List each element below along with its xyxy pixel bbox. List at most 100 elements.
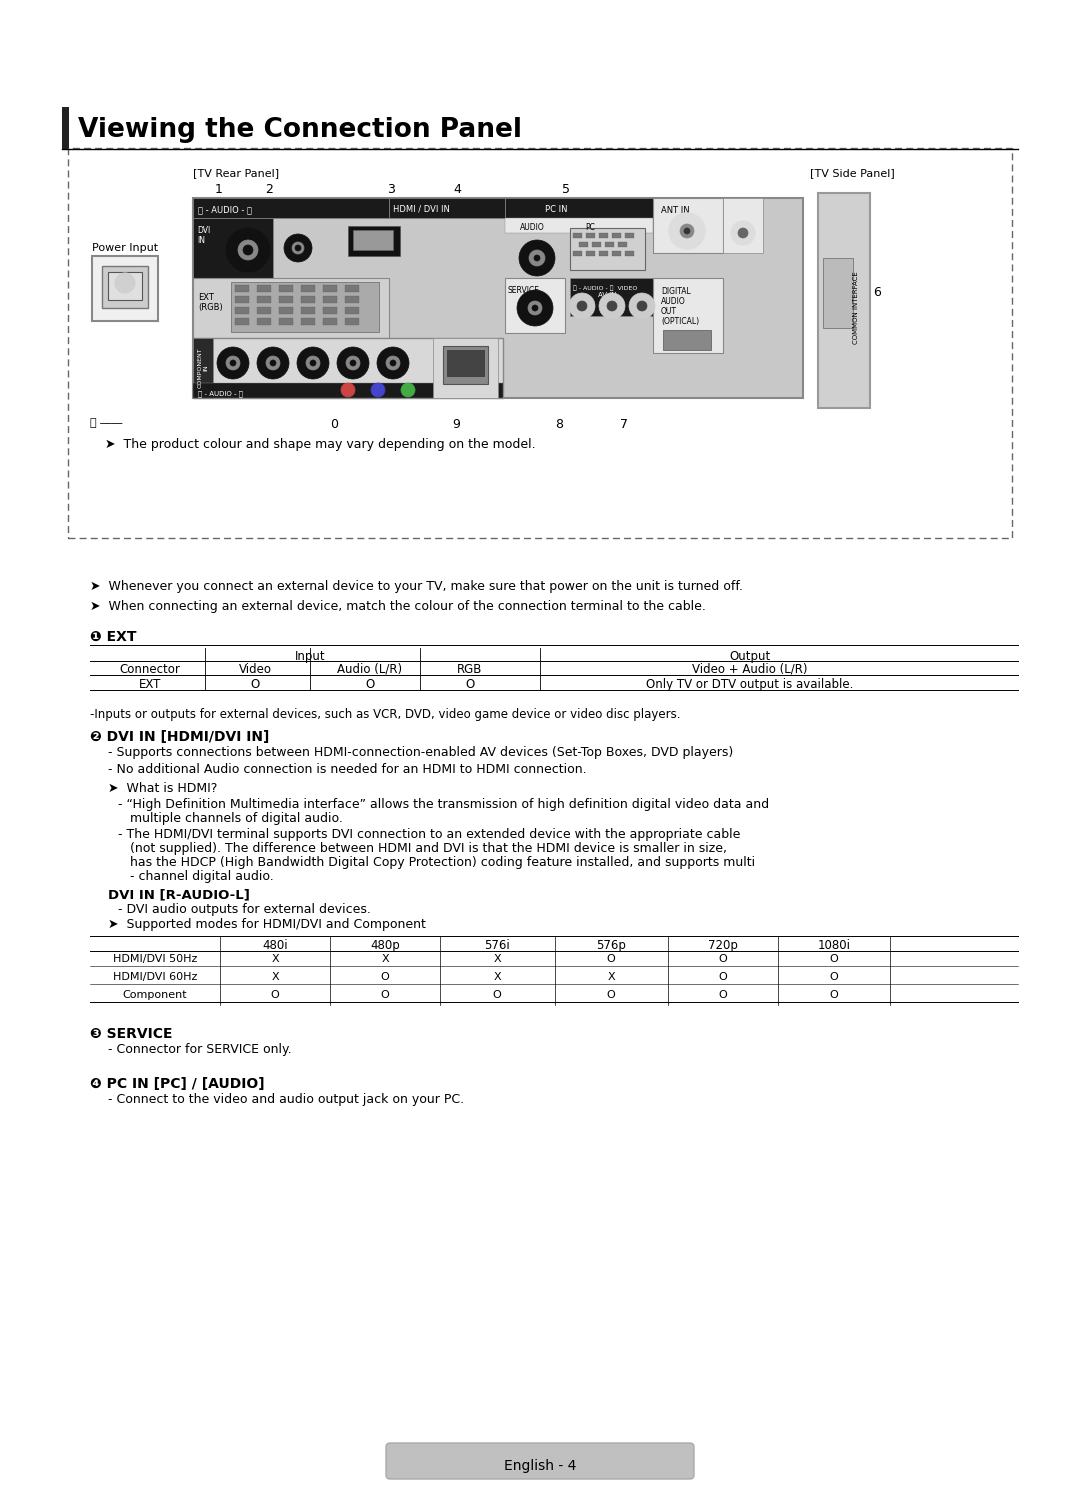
Text: English - 4: English - 4 [503, 1459, 577, 1473]
Bar [570, 278, 658, 317]
Text: 4: 4 [453, 183, 461, 196]
Text: HDMI/DVI 60Hz: HDMI/DVI 60Hz [112, 972, 198, 982]
Circle shape [529, 250, 545, 266]
Circle shape [599, 293, 625, 319]
Circle shape [306, 357, 320, 370]
Circle shape [684, 227, 690, 233]
Text: O: O [465, 678, 474, 691]
Text: X: X [607, 972, 615, 982]
Bar [348, 226, 400, 256]
Text: O: O [380, 990, 390, 1000]
Text: Output: Output [729, 649, 771, 663]
Text: 7: 7 [620, 418, 627, 431]
Text: Input: Input [295, 649, 325, 663]
Text: PC IN: PC IN [545, 205, 567, 214]
Bar [193, 218, 273, 278]
Text: 6: 6 [873, 285, 881, 299]
Text: 🔒 ――: 🔒 ―― [90, 418, 122, 428]
Bar [323, 318, 337, 325]
Circle shape [377, 348, 409, 379]
Bar [625, 251, 634, 256]
Bar [612, 251, 621, 256]
Text: ➤  When connecting an external device, match the colour of the connection termin: ➤ When connecting an external device, ma… [90, 600, 706, 614]
Bar [301, 308, 315, 314]
Circle shape [528, 302, 542, 315]
Bar [193, 198, 389, 218]
Text: 720p: 720p [708, 939, 738, 953]
Text: 576p: 576p [596, 939, 626, 953]
Text: ➤  Whenever you connect an external device to your TV, make sure that power on t: ➤ Whenever you connect an external devic… [90, 580, 743, 593]
Text: AV IN: AV IN [598, 293, 617, 299]
Text: EXT: EXT [198, 293, 214, 302]
Circle shape [226, 357, 240, 370]
Bar [235, 296, 249, 303]
Bar [353, 230, 393, 250]
Text: 0: 0 [330, 418, 338, 431]
Bar [257, 296, 271, 303]
Text: X: X [494, 972, 501, 982]
Circle shape [350, 360, 356, 366]
Text: DIGITAL: DIGITAL [661, 287, 691, 296]
Circle shape [346, 357, 360, 370]
Text: DVI IN [R-AUDIO-L]: DVI IN [R-AUDIO-L] [108, 889, 249, 901]
Circle shape [532, 305, 538, 311]
Text: -Inputs or outputs for external devices, such as VCR, DVD, video game device or : -Inputs or outputs for external devices,… [90, 707, 680, 721]
Text: 480p: 480p [370, 939, 400, 953]
Text: O: O [271, 990, 280, 1000]
Text: 1080i: 1080i [818, 939, 851, 953]
Text: - Connector for SERVICE only.: - Connector for SERVICE only. [108, 1043, 292, 1057]
Bar [193, 278, 389, 337]
Bar [505, 218, 653, 233]
Text: O: O [829, 972, 838, 982]
Text: ➤  The product colour and shape may vary depending on the model.: ➤ The product colour and shape may vary … [105, 438, 536, 450]
Bar [127, 276, 130, 285]
Text: O: O [718, 990, 727, 1000]
Circle shape [337, 348, 369, 379]
Text: X: X [381, 954, 389, 964]
Text: Audio (L/R): Audio (L/R) [337, 663, 403, 676]
Text: 8: 8 [555, 418, 563, 431]
Text: O: O [829, 954, 838, 964]
Text: - Connect to the video and audio output jack on your PC.: - Connect to the video and audio output … [108, 1094, 464, 1106]
Circle shape [607, 302, 617, 311]
Circle shape [517, 290, 553, 325]
Text: Ⓡ - AUDIO - Ⓛ: Ⓡ - AUDIO - Ⓛ [198, 389, 243, 397]
Bar [62, 107, 69, 149]
Bar [447, 351, 484, 376]
Bar [823, 259, 853, 328]
Text: ❷ DVI IN [HDMI/DVI IN]: ❷ DVI IN [HDMI/DVI IN] [90, 730, 269, 744]
Circle shape [217, 348, 249, 379]
Text: O: O [365, 678, 375, 691]
Text: ANT IN: ANT IN [661, 207, 690, 215]
Circle shape [341, 383, 355, 397]
Circle shape [637, 302, 647, 311]
Text: Video: Video [239, 663, 271, 676]
Circle shape [577, 302, 588, 311]
Bar [505, 198, 653, 218]
Circle shape [669, 212, 705, 250]
Text: Only TV or DTV output is available.: Only TV or DTV output is available. [646, 678, 853, 691]
Text: X: X [494, 954, 501, 964]
Bar [345, 308, 359, 314]
Bar [193, 337, 503, 398]
Text: (OPTICAL): (OPTICAL) [661, 317, 699, 325]
Text: HDMI / DVI IN: HDMI / DVI IN [393, 205, 450, 214]
Bar [257, 308, 271, 314]
Text: Ⓡ - AUDIO - Ⓛ: Ⓡ - AUDIO - Ⓛ [198, 205, 252, 214]
Bar [579, 242, 588, 247]
Bar [235, 318, 249, 325]
Text: 576i: 576i [484, 939, 510, 953]
Text: (not supplied). The difference between HDMI and DVI is that the HDMI device is s: (not supplied). The difference between H… [118, 843, 727, 854]
Circle shape [243, 245, 253, 256]
Bar [323, 296, 337, 303]
Text: COMMON INTERFACE: COMMON INTERFACE [853, 272, 859, 345]
Circle shape [114, 273, 135, 293]
Text: AUDIO: AUDIO [661, 297, 686, 306]
Bar [433, 337, 498, 398]
Text: - channel digital audio.: - channel digital audio. [118, 869, 273, 883]
Text: AUDIO: AUDIO [519, 223, 544, 232]
Bar [279, 318, 293, 325]
Text: O: O [251, 678, 259, 691]
Bar [121, 276, 124, 285]
Bar [443, 346, 488, 383]
